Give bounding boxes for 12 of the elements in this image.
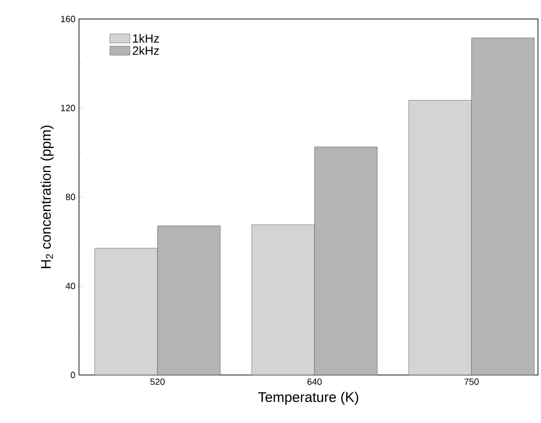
x-axis-title: Temperature (K) bbox=[258, 392, 358, 405]
y-tick-label: 80 bbox=[66, 194, 76, 200]
legend-label: 1kHz bbox=[133, 34, 159, 43]
y-tick-label: 40 bbox=[66, 282, 76, 290]
y-tick-label: 160 bbox=[61, 16, 76, 22]
x-tick-label: 640 bbox=[307, 378, 322, 385]
y-axis-title: H$_{2}$ concentration (ppm) bbox=[40, 126, 54, 268]
y-tick-label: 0 bbox=[70, 372, 76, 378]
x-tick-label: 750 bbox=[464, 378, 479, 385]
legend-label: 2kHz bbox=[132, 46, 159, 55]
x-tick-label: 520 bbox=[150, 378, 165, 385]
y-tick-label: 120 bbox=[61, 104, 76, 112]
